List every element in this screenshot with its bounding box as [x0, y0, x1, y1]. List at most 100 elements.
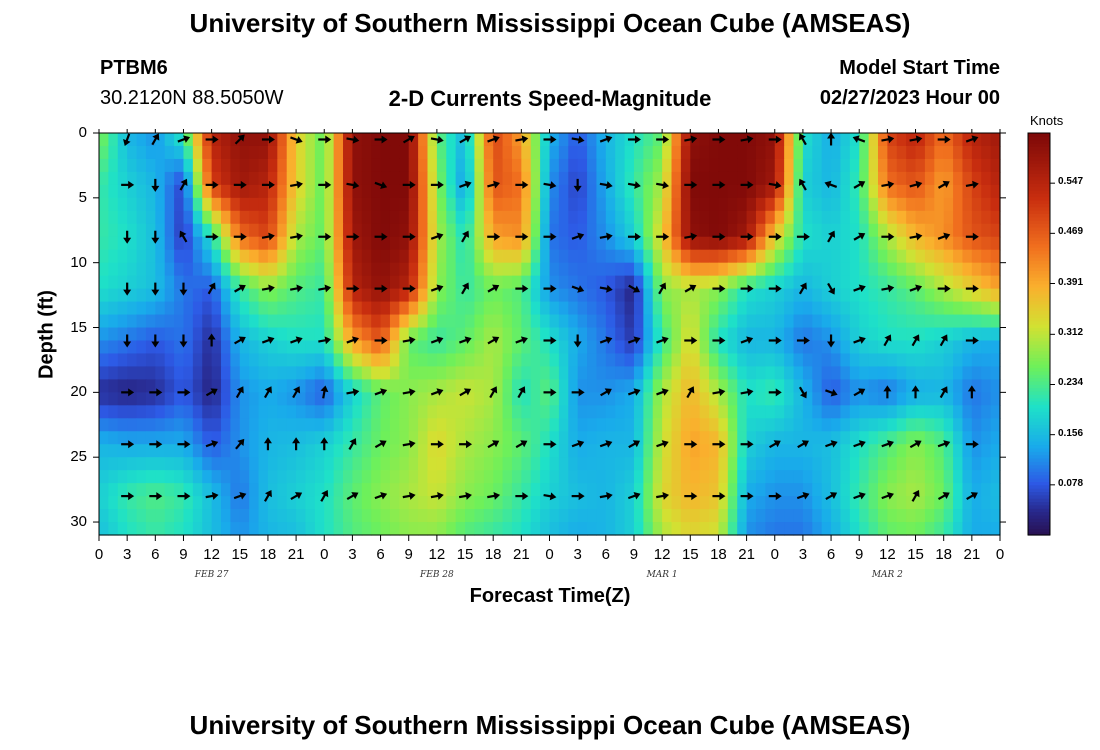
heatmap-cell	[389, 405, 400, 419]
heatmap-cell	[549, 353, 560, 368]
heatmap-cell	[812, 236, 823, 251]
heatmap-cell	[99, 483, 109, 497]
heatmap-cell	[258, 301, 269, 316]
heatmap-cell	[399, 496, 410, 510]
heatmap-cell	[99, 431, 109, 445]
heatmap-cell	[821, 522, 832, 536]
heatmap-cell	[164, 327, 175, 342]
heatmap-cell	[502, 133, 513, 147]
heatmap-cell	[624, 405, 635, 419]
heatmap-cell	[924, 457, 935, 471]
heatmap-cell	[408, 353, 419, 368]
heatmap-cell	[774, 418, 785, 432]
heatmap-cell	[99, 275, 109, 290]
heatmap-cell	[849, 457, 860, 471]
heatmap-cell	[831, 379, 842, 393]
heatmap-cell	[680, 236, 691, 251]
heatmap-cell	[540, 184, 551, 199]
current-arrow	[374, 491, 388, 500]
heatmap-cell	[671, 262, 682, 277]
heatmap-cell	[831, 392, 842, 406]
heatmap-cell	[380, 197, 391, 212]
heatmap-cell	[389, 327, 400, 342]
heatmap-cell	[587, 223, 598, 238]
heatmap-cell	[924, 171, 935, 186]
heatmap-cell	[183, 327, 194, 342]
heatmap-cell	[671, 223, 682, 238]
heatmap-cell	[408, 457, 419, 471]
heatmap-cell	[324, 236, 335, 251]
heatmap-cell	[934, 470, 945, 484]
heatmap-cell	[455, 223, 466, 238]
heatmap-cell	[305, 418, 316, 432]
heatmap-cell	[239, 366, 250, 380]
heatmap-cell	[408, 158, 419, 173]
heatmap-cell	[371, 262, 382, 277]
heatmap-cell	[436, 418, 447, 432]
heatmap-cell	[314, 158, 325, 173]
heatmap-cell	[793, 457, 804, 471]
current-arrow	[909, 284, 923, 293]
heatmap-cell	[399, 236, 410, 251]
heatmap-cell	[127, 249, 138, 264]
heatmap-cell	[877, 340, 888, 355]
heatmap-cell	[155, 288, 166, 303]
heatmap-cell	[962, 158, 973, 173]
heatmap-cell	[221, 197, 231, 212]
heatmap-cell	[558, 249, 569, 264]
heatmap-cell	[831, 145, 842, 160]
heatmap-cell	[174, 184, 185, 199]
heatmap-cell	[389, 431, 400, 445]
arrow-head	[912, 334, 920, 342]
current-arrow	[740, 388, 754, 397]
heatmap-cell	[737, 288, 748, 303]
heatmap-cell	[333, 366, 344, 380]
heatmap-cell	[389, 133, 400, 147]
heatmap-cell	[108, 327, 119, 342]
heatmap-cell	[427, 145, 438, 160]
heatmap-cell	[784, 379, 795, 393]
heatmap-cell	[671, 275, 682, 290]
heatmap-cell	[924, 509, 935, 523]
colorbar-segment	[1028, 441, 1050, 446]
current-arrow	[207, 333, 216, 347]
current-arrow	[261, 284, 275, 293]
heatmap-cell	[183, 522, 194, 536]
heatmap-cell	[934, 210, 945, 225]
heatmap-cell	[258, 444, 269, 458]
heatmap-cell	[540, 457, 551, 471]
current-arrow	[374, 232, 388, 241]
heatmap-cell	[671, 431, 682, 445]
heatmap-cell	[896, 275, 907, 290]
arrow-head	[801, 440, 809, 448]
heatmap-cell	[127, 340, 138, 355]
heatmap-cell	[408, 197, 419, 212]
heatmap-cell	[427, 158, 438, 173]
current-arrow	[121, 180, 135, 189]
heatmap-cell	[352, 522, 363, 536]
heatmap-cell	[699, 457, 710, 471]
heatmap-cell	[493, 366, 504, 380]
heatmap-cell	[99, 133, 109, 147]
heatmap-cell	[924, 197, 935, 212]
heatmap-cell	[521, 353, 532, 368]
heatmap-cell	[230, 340, 241, 355]
heatmap-cell	[314, 145, 325, 160]
heatmap-cell	[934, 288, 945, 303]
heatmap-cell	[493, 353, 504, 368]
heatmap-cell	[399, 171, 410, 186]
heatmap-cell	[530, 171, 541, 186]
heatmap-cell	[549, 327, 560, 342]
arrow-head	[691, 180, 698, 189]
heatmap-cell	[887, 470, 898, 484]
heatmap-cell	[643, 184, 654, 199]
heatmap-cell	[221, 483, 231, 497]
x-tick-label: 18	[710, 546, 727, 563]
colorbar-segment	[1028, 153, 1050, 158]
heatmap-cell	[643, 197, 654, 212]
heatmap-cell	[924, 210, 935, 225]
heatmap-cell	[690, 379, 701, 393]
current-arrow	[207, 282, 216, 295]
heatmap-cell	[587, 444, 598, 458]
current-arrow	[656, 491, 670, 500]
